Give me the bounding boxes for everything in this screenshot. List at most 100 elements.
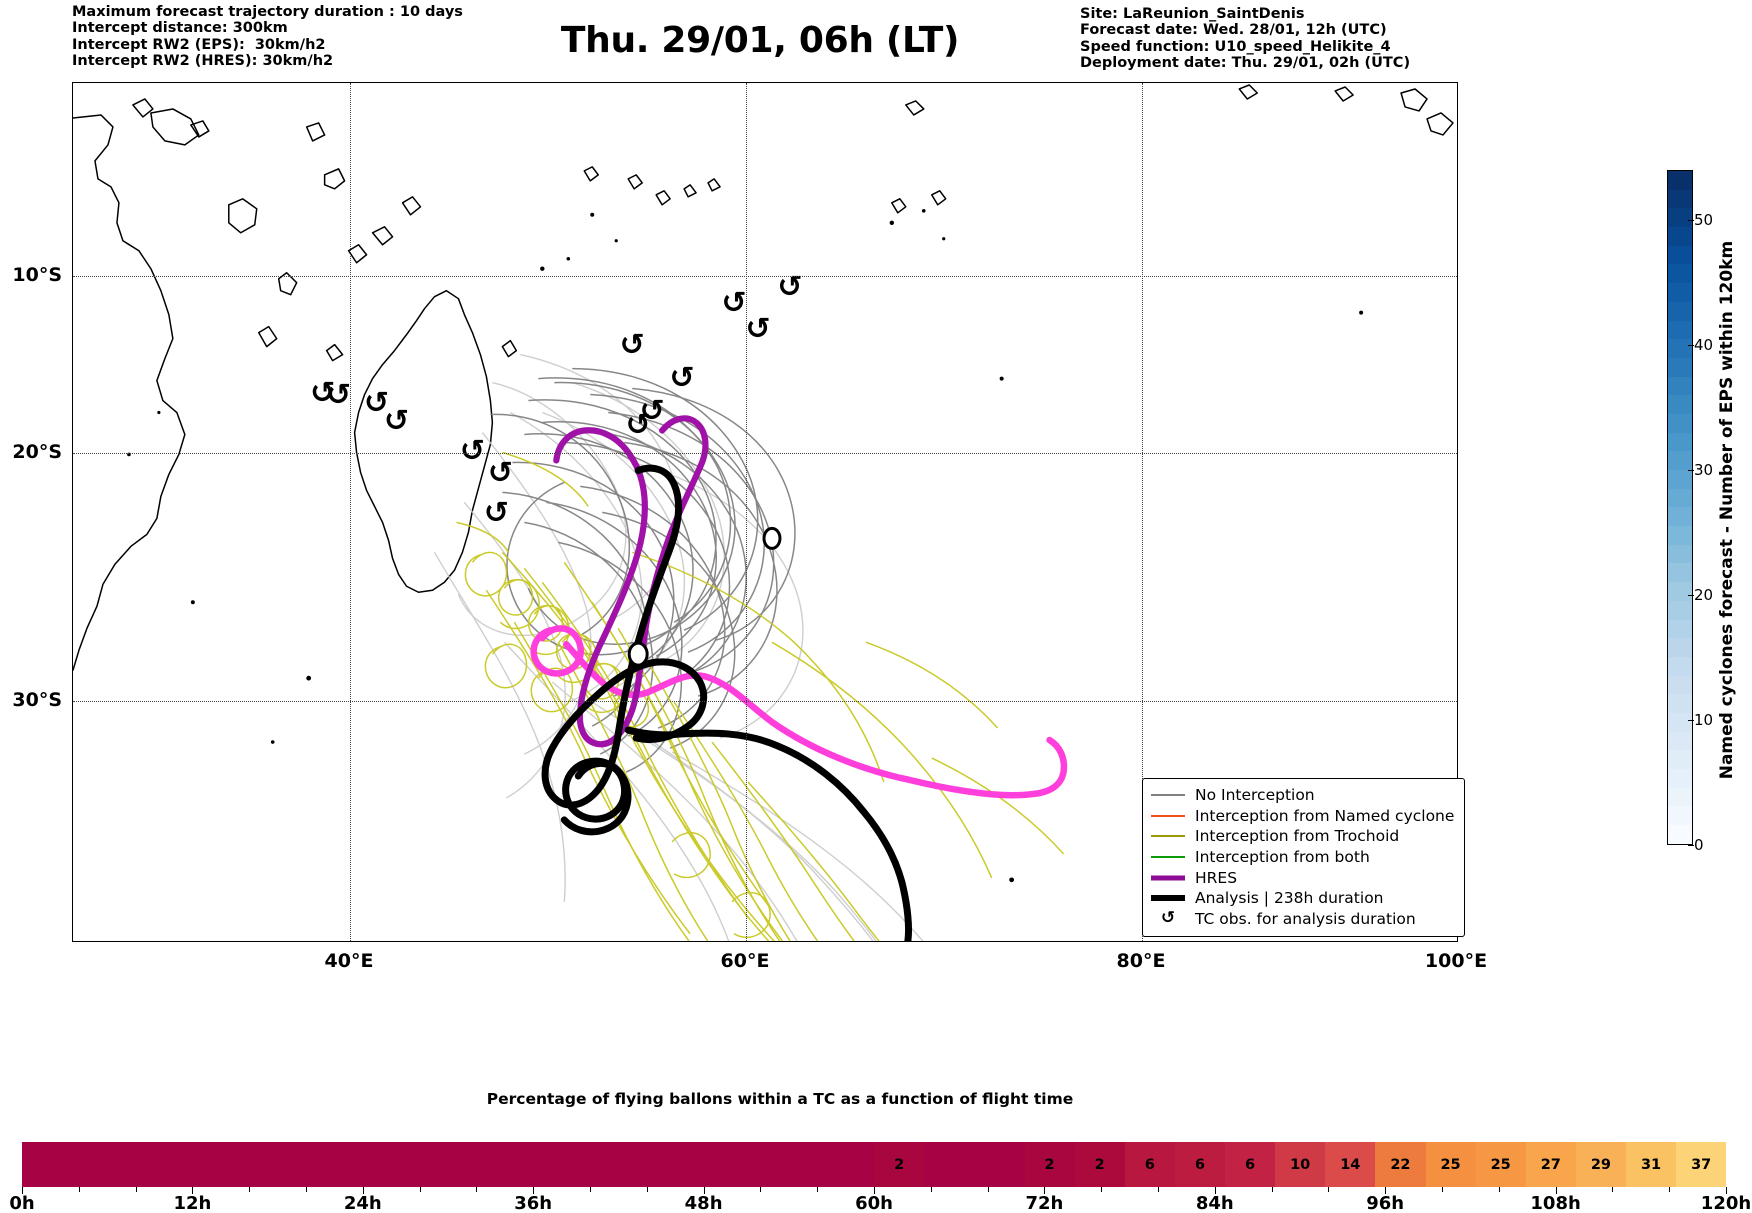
- legend-label-3: Interception from both: [1195, 848, 1370, 867]
- flight-time-cell-28[interactable]: 25: [1425, 1142, 1476, 1187]
- cbar-h-minortick-56: [817, 1187, 819, 1192]
- flight-time-cell-19[interactable]: [974, 1142, 1025, 1187]
- colorbar-v-tick-30: 30: [1688, 461, 1740, 479]
- legend-item-6[interactable]: ↺ TC obs. for analysis duration: [1151, 909, 1454, 930]
- flight-time-cell-31[interactable]: 29: [1575, 1142, 1626, 1187]
- hres-trajectory: [553, 415, 709, 748]
- colorbar-v-cell: [1668, 582, 1692, 601]
- cbar-h-ticklabel-60: 60h: [855, 1193, 893, 1213]
- legend-label-1: Interception from Named cyclone: [1195, 806, 1455, 825]
- flight-time-cell-13[interactable]: [673, 1142, 724, 1187]
- map-canvas: ↺ ↺ ↺ ↺ ↺ ↺ ↺ ↺ ↺ ↺ ↺ ↺ ↺ ↺: [73, 84, 1454, 941]
- tc-observation-markers: ↺ ↺ ↺ ↺ ↺ ↺ ↺ ↺ ↺ ↺ ↺ ↺ ↺ ↺: [310, 270, 802, 531]
- colorbar-v-cell: [1668, 619, 1692, 639]
- cbar-h-ticklabel-84: 84h: [1195, 1193, 1234, 1213]
- colorbar-v-cell: [1668, 451, 1692, 470]
- colorbar-vertical-label: Named cyclones forecast - Number of EPS …: [1717, 240, 1737, 780]
- flight-time-cell-33[interactable]: 37: [1676, 1142, 1726, 1187]
- legend-item-5[interactable]: Analysis | 238h duration: [1151, 888, 1454, 909]
- flight-time-cell-5[interactable]: [272, 1142, 323, 1187]
- flight-time-cell-23[interactable]: 6: [1174, 1142, 1225, 1187]
- legend-item-2[interactable]: Interception from Trochoid: [1151, 826, 1454, 847]
- svg-text:↺: ↺: [488, 455, 513, 490]
- svg-text:↺: ↺: [364, 386, 389, 421]
- svg-text:↺: ↺: [640, 394, 665, 429]
- colorbar-v-cell: [1668, 675, 1692, 695]
- flight-time-cell-3[interactable]: [172, 1142, 223, 1187]
- colorbar-v-cell: [1668, 470, 1692, 489]
- header-right-line-1: Site: LaReunion_SaintDenis: [1080, 6, 1305, 22]
- flight-time-cell-1[interactable]: [72, 1142, 123, 1187]
- colorbar-horizontal[interactable]: 2 2 2 6 6 6 10 14 22 25 25 27 29 31 37: [22, 1142, 1726, 1187]
- flight-time-cell-32[interactable]: 31: [1626, 1142, 1677, 1187]
- flight-time-cell-25[interactable]: 10: [1275, 1142, 1326, 1187]
- flight-time-cell-6[interactable]: [322, 1142, 373, 1187]
- svg-text:↺: ↺: [310, 376, 335, 411]
- colorbar-vertical[interactable]: [1667, 170, 1693, 845]
- legend-swatch-5: [1151, 891, 1185, 905]
- svg-text:↺: ↺: [626, 407, 651, 442]
- flight-time-cell-20[interactable]: 2: [1024, 1142, 1075, 1187]
- colorbar-v-cell: [1668, 432, 1692, 452]
- flight-time-cell-4[interactable]: [222, 1142, 273, 1187]
- flight-time-cell-2[interactable]: [122, 1142, 173, 1187]
- flight-time-cell-12[interactable]: [623, 1142, 674, 1187]
- x-axis-label-60E: 60°E: [720, 950, 770, 972]
- map-legend[interactable]: No Interception Interception from Named c…: [1142, 778, 1466, 938]
- cbar-h-minortick-4: [78, 1187, 80, 1192]
- legend-label-4: HRES: [1195, 868, 1238, 887]
- analysis-trajectory: [541, 464, 708, 809]
- colorbar-v-cell: [1668, 806, 1692, 826]
- flight-time-cell-16[interactable]: [824, 1142, 875, 1187]
- cbar-h-tickmark-120: [1726, 1187, 1727, 1194]
- flight-time-cell-10[interactable]: [523, 1142, 574, 1187]
- flight-time-cell-8[interactable]: [423, 1142, 474, 1187]
- flight-time-cell-30[interactable]: 27: [1525, 1142, 1576, 1187]
- flight-time-cell-7[interactable]: [372, 1142, 423, 1187]
- header-left-info: Maximum forecast trajectory duration : 1…: [72, 4, 463, 70]
- colorbar-v-cell: [1668, 544, 1692, 564]
- cbar-h-ticklabel-24: 24h: [343, 1193, 382, 1213]
- flight-time-cell-21[interactable]: 2: [1074, 1142, 1125, 1187]
- cbar-h-ticklabel-12: 12h: [173, 1193, 212, 1213]
- flight-time-cell-11[interactable]: [573, 1142, 624, 1187]
- flight-time-cell-15[interactable]: [773, 1142, 824, 1187]
- flight-time-cell-0[interactable]: [22, 1142, 73, 1187]
- gridline-lat-10: [73, 276, 1457, 277]
- flight-time-cell-14[interactable]: [723, 1142, 774, 1187]
- svg-text:↺: ↺: [384, 403, 409, 438]
- gridline-lon-60: [746, 83, 747, 941]
- svg-text:↺: ↺: [620, 328, 645, 363]
- colorbar-v-tick-0: 0: [1688, 836, 1740, 854]
- cbar-h-minortick-68: [987, 1187, 989, 1192]
- legend-item-1[interactable]: Interception from Named cyclone: [1151, 806, 1454, 827]
- svg-text:↺: ↺: [484, 495, 509, 530]
- flight-time-cell-27[interactable]: 22: [1375, 1142, 1426, 1187]
- flight-time-cell-17[interactable]: 2: [874, 1142, 925, 1187]
- legend-swatch-0: [1151, 788, 1185, 802]
- cbar-h-minortick-100: [1442, 1187, 1443, 1192]
- cbar-h-ticklabel-0: 0h: [9, 1193, 35, 1213]
- legend-item-3[interactable]: Interception from both: [1151, 847, 1454, 868]
- cbar-h-tickmark-96: [1385, 1187, 1387, 1194]
- flight-time-cell-18[interactable]: [924, 1142, 975, 1187]
- colorbar-v-cell: [1668, 301, 1692, 321]
- colorbar-v-cell: [1668, 339, 1692, 358]
- cbar-h-minortick-76: [1101, 1187, 1103, 1192]
- colorbar-v-cell: [1668, 320, 1692, 340]
- flight-time-cell-9[interactable]: [473, 1142, 524, 1187]
- flight-time-cell-24[interactable]: 6: [1225, 1142, 1276, 1187]
- colorbar-v-cell: [1668, 638, 1692, 657]
- colorbar-v-cell: [1668, 283, 1692, 302]
- cbar-h-ticklabel-72: 72h: [1025, 1193, 1064, 1213]
- flight-time-cell-26[interactable]: 14: [1325, 1142, 1376, 1187]
- flight-time-cell-22[interactable]: 6: [1124, 1142, 1175, 1187]
- legend-label-2: Interception from Trochoid: [1195, 827, 1400, 846]
- legend-item-4[interactable]: HRES: [1151, 867, 1454, 888]
- svg-text:↺: ↺: [777, 270, 802, 305]
- flight-time-cell-29[interactable]: 25: [1475, 1142, 1526, 1187]
- colorbar-v-cell: [1668, 189, 1692, 209]
- colorbar-v-cell: [1668, 656, 1692, 676]
- legend-item-0[interactable]: No Interception: [1151, 785, 1454, 806]
- cbar-h-ticklabel-120: 120h: [1700, 1193, 1752, 1213]
